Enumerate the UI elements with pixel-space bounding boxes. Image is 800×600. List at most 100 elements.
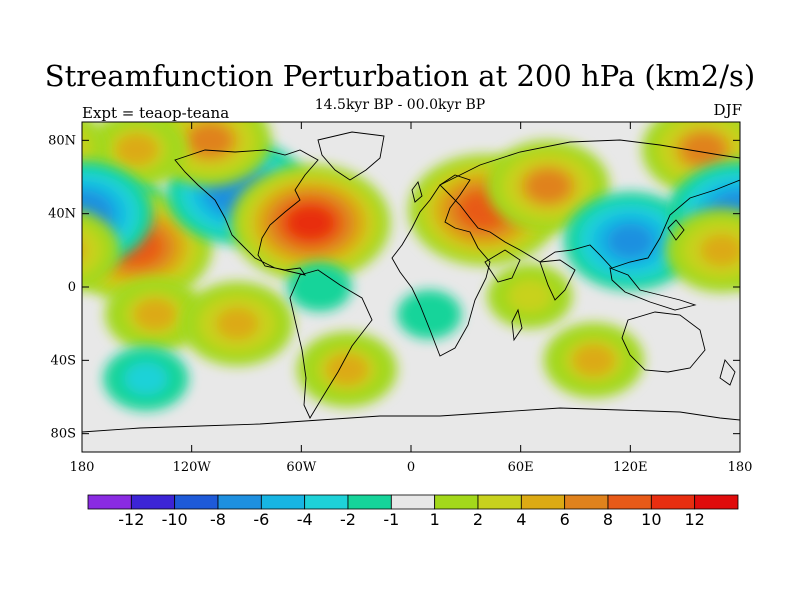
madagascar-coast: [511, 308, 523, 342]
anomaly-contour: [406, 296, 453, 333]
anomaly-contour: [216, 307, 259, 340]
lat-tick-label: 80S: [51, 427, 76, 442]
colorbar-label: 1: [430, 510, 440, 529]
anomaly-contour: [769, 228, 800, 265]
anomaly-contour: [325, 353, 369, 386]
colorbar-label: 10: [641, 510, 661, 529]
colorbar-label: -12: [118, 510, 144, 529]
colorbar-swatch: [304, 494, 349, 510]
anomaly-center-12: [105, 276, 206, 353]
anomaly-contour: [774, 133, 800, 165]
anomaly-contour: [681, 133, 726, 166]
anomaly-contour: [744, 210, 800, 284]
anomaly-center-15: [297, 331, 398, 408]
southeast-asia-coast: [609, 267, 697, 311]
lat-tick-label: 80N: [48, 133, 76, 148]
anomaly-center-5: [86, 112, 800, 188]
eurasia-coast: [439, 139, 740, 269]
anomaly-center-17: [487, 263, 573, 329]
anomaly-contour: [731, 223, 740, 270]
season-label: DJF: [713, 101, 742, 119]
colorbar-label: 2: [473, 510, 483, 529]
colorbar-swatch: [347, 494, 392, 510]
anomaly-center-8: [563, 191, 697, 291]
colorbar-label: 4: [516, 510, 526, 529]
colorbar-swatch: [87, 494, 132, 510]
colorbar-swatch: [564, 494, 609, 510]
map-plot-area: [81, 112, 800, 453]
map-axes: 80N 40N 0 40S 80S 180 120W 60W 0 60E 120E 180: [48, 122, 752, 475]
colorbar-label: 8: [603, 510, 613, 529]
anomaly-contour: [82, 242, 86, 259]
anomaly-contour: [608, 224, 653, 258]
colorbar-swatch: [130, 494, 176, 510]
colorbar-label: -1: [383, 510, 399, 529]
colorbar-label: -8: [210, 510, 226, 529]
colorbar-swatch: [390, 494, 436, 510]
colorbar-swatch: [217, 494, 262, 510]
lat-tick-label: 40S: [51, 353, 76, 368]
anomaly-contour: [572, 344, 616, 377]
japan-coast: [667, 219, 685, 241]
anomaly-center-18: [287, 262, 352, 312]
india-coast: [539, 259, 576, 301]
colorbar-label: -2: [340, 510, 356, 529]
colorbar-swatch: [694, 494, 739, 510]
colorbar-swatch: [174, 494, 219, 510]
uk-coast: [411, 181, 423, 203]
anomaly-center-3: [230, 164, 391, 282]
anomaly-center-13: [181, 281, 294, 366]
anomaly-contour: [82, 225, 102, 276]
anomaly-center-19: [397, 289, 462, 340]
colorbar-swatch: [650, 494, 696, 510]
colorbar-swatch: [260, 494, 306, 510]
lon-tick-label: 60W: [286, 460, 317, 475]
colorbar: -12 -10 -8 -6 -4 -2 -1 1 2 4 6 8 10 12: [87, 494, 739, 529]
streamfunction-field: [82, 112, 800, 411]
anomaly-contour: [772, 229, 800, 263]
lon-tick-label: 0: [407, 460, 415, 475]
arabia-coast: [484, 249, 521, 283]
plot-subtitle: 14.5kyr BP - 00.0kyr BP: [314, 97, 486, 113]
anomaly-contour: [757, 219, 800, 275]
anomaly-contour: [82, 129, 91, 170]
anomaly-center-7: [486, 140, 610, 232]
colorbar-swatch: [520, 494, 566, 510]
colorbar-label: 12: [684, 510, 704, 529]
anomaly-contour: [526, 170, 570, 203]
colorbar-swatch: [607, 494, 652, 510]
experiment-label: Expt = teaop-teana: [82, 104, 230, 122]
anomaly-center-16: [543, 322, 644, 398]
lon-tick-label: 60E: [508, 460, 534, 475]
lon-tick-label: 120E: [613, 460, 647, 475]
colorbar-label: -4: [297, 510, 313, 529]
australia-coast: [621, 311, 706, 373]
anomaly-contour: [124, 362, 168, 396]
new-zealand-coast: [719, 359, 736, 386]
anomaly-contour: [188, 124, 232, 157]
lat-tick-label: 40N: [48, 207, 76, 222]
anomaly-contour: [115, 133, 159, 166]
lon-tick-label: 120W: [173, 460, 212, 475]
lon-tick-label: 180: [728, 460, 753, 475]
colorbar-label: -6: [253, 510, 269, 529]
lat-tick-label: 0: [68, 280, 76, 295]
anomaly-contour: [766, 127, 800, 171]
colorbar-swatch: [477, 494, 522, 510]
anomaly-contour: [700, 234, 740, 267]
south-america-coast: [289, 269, 373, 419]
anomaly-contour: [133, 298, 177, 331]
colorbar-label: 6: [560, 510, 570, 529]
anomaly-contour: [508, 279, 552, 313]
anomaly-center-9: [82, 122, 740, 196]
anomaly-center-14: [103, 346, 189, 411]
lon-tick-label: 180: [70, 460, 95, 475]
antarctica-coast: [82, 407, 740, 433]
colorbar-label: -10: [162, 510, 188, 529]
colorbar-swatch: [434, 494, 479, 510]
anomaly-contour: [745, 112, 800, 187]
anomaly-contour: [296, 269, 343, 305]
north-america-coast: [174, 149, 319, 276]
greenland-coast: [317, 131, 385, 181]
